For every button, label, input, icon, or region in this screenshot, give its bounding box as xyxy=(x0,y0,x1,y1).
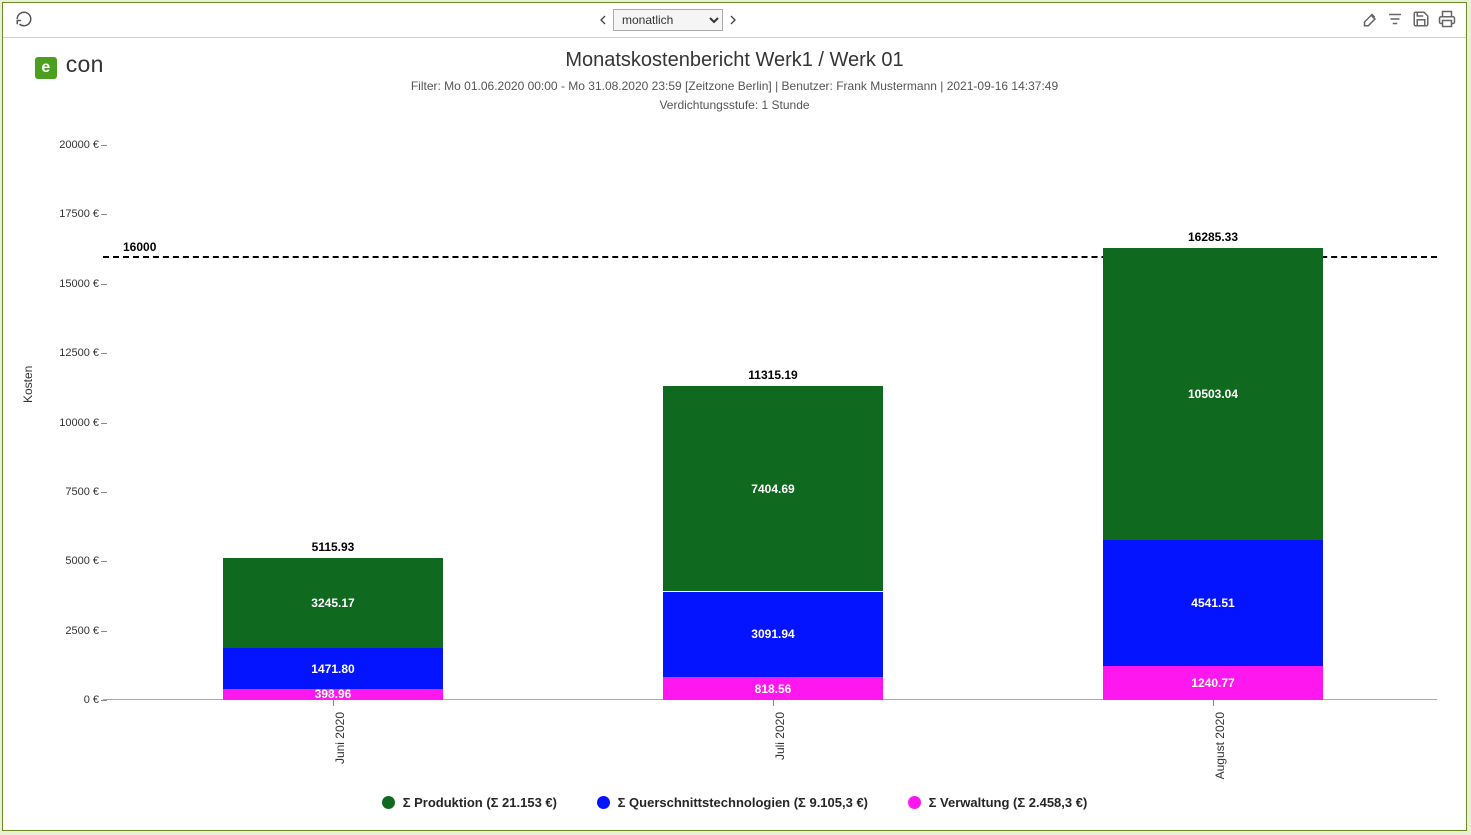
bar-total-label: 11315.19 xyxy=(663,368,883,382)
y-tick: 17500 € xyxy=(49,208,99,220)
segment-value-label: 398.96 xyxy=(315,687,352,701)
legend-swatch-querschnitt xyxy=(597,796,610,809)
legend-text-produktion: Σ Produktion (Σ 21.153 €) xyxy=(403,795,557,810)
bar-segment-verwaltung: 1240.77 xyxy=(1103,666,1323,700)
bar-segment-querschnitt: 1471.80 xyxy=(223,648,443,689)
segment-value-label: 4541.51 xyxy=(1191,596,1234,610)
toolbar-right xyxy=(1360,10,1458,30)
chart-plot: 16000 398.96 1471.80 3245.17 5115.93 818.56 30… xyxy=(103,145,1437,700)
x-tick xyxy=(333,700,334,706)
period-navigator: monatlich xyxy=(593,9,743,31)
y-tick: 7500 € xyxy=(49,486,99,498)
y-tick: 20000 € xyxy=(49,139,99,151)
legend-item-querschnitt: Σ Querschnittstechnologien (Σ 9.105,3 €) xyxy=(597,795,868,810)
legend-text-querschnitt: Σ Querschnittstechnologien (Σ 9.105,3 €) xyxy=(618,795,868,810)
threshold-label: 16000 xyxy=(121,240,158,254)
legend-swatch-produktion xyxy=(382,796,395,809)
bar-segment-produktion: 3245.17 xyxy=(223,558,443,648)
x-tick xyxy=(773,700,774,706)
segment-value-label: 3245.17 xyxy=(311,596,354,610)
legend-item-verwaltung: Σ Verwaltung (Σ 2.458,3 €) xyxy=(908,795,1088,810)
bar-total-label: 5115.93 xyxy=(223,540,443,554)
legend: Σ Produktion (Σ 21.153 €) Σ Querschnitts… xyxy=(3,795,1466,812)
bar-segment-verwaltung: 398.96 xyxy=(223,689,443,700)
x-tick xyxy=(1213,700,1214,706)
legend-text-verwaltung: Σ Verwaltung (Σ 2.458,3 €) xyxy=(929,795,1088,810)
y-tick: 5000 € xyxy=(49,555,99,567)
y-tick: 15000 € xyxy=(49,278,99,290)
y-tick: 12500 € xyxy=(49,347,99,359)
legend-swatch-verwaltung xyxy=(908,796,921,809)
y-axis-label: Kosten xyxy=(21,366,35,403)
prev-period-icon[interactable] xyxy=(593,10,613,30)
save-icon[interactable] xyxy=(1412,10,1432,30)
bar-segment-produktion: 10503.04 xyxy=(1103,248,1323,539)
print-icon[interactable] xyxy=(1438,10,1458,30)
bar-segment-produktion: 7404.69 xyxy=(663,386,883,591)
toolbar: monatlich xyxy=(3,3,1466,38)
period-select[interactable]: monatlich xyxy=(613,9,723,31)
bar-segment-verwaltung: 818.56 xyxy=(663,677,883,700)
app-frame: monatlich xyxy=(2,2,1467,831)
reload-icon[interactable] xyxy=(15,10,35,30)
y-tick: 10000 € xyxy=(49,417,99,429)
sort-icon[interactable] xyxy=(1386,10,1406,30)
segment-value-label: 1240.77 xyxy=(1191,676,1234,690)
settings-icon[interactable] xyxy=(1360,10,1380,30)
bar-total-label: 16285.33 xyxy=(1103,230,1323,244)
bar-segment-querschnitt: 4541.51 xyxy=(1103,540,1323,666)
page-title: Monatskostenbericht Werk1 / Werk 01 xyxy=(3,49,1466,72)
segment-value-label: 7404.69 xyxy=(751,482,794,496)
x-category-label: Juli 2020 xyxy=(773,712,787,760)
x-category-label: Juni 2020 xyxy=(333,712,347,764)
page-subtitle: Filter: Mo 01.06.2020 00:00 - Mo 31.08.2… xyxy=(3,77,1466,114)
y-tick: 2500 € xyxy=(49,625,99,637)
segment-value-label: 10503.04 xyxy=(1188,387,1238,401)
segment-value-label: 1471.80 xyxy=(311,662,354,676)
segment-value-label: 818.56 xyxy=(755,682,792,696)
subtitle-line-1: Filter: Mo 01.06.2020 00:00 - Mo 31.08.2… xyxy=(411,79,1058,93)
segment-value-label: 3091.94 xyxy=(751,627,794,641)
subtitle-line-2: Verdichtungsstufe: 1 Stunde xyxy=(659,98,809,112)
bar-segment-querschnitt: 3091.94 xyxy=(663,592,883,678)
y-tick: 0 € xyxy=(49,694,99,706)
legend-item-produktion: Σ Produktion (Σ 21.153 €) xyxy=(382,795,557,810)
x-category-label: August 2020 xyxy=(1213,712,1227,779)
next-period-icon[interactable] xyxy=(723,10,743,30)
